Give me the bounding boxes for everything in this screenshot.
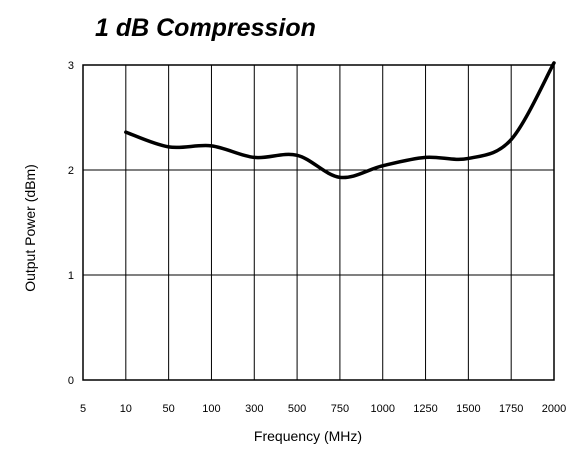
x-tick-label: 300 [245, 403, 263, 415]
x-tick-label: 500 [288, 403, 306, 415]
chart-title: 1 dB Compression [95, 14, 316, 42]
series-line [124, 61, 556, 180]
x-tick-label: 50 [163, 403, 175, 415]
y-tick-label: 2 [68, 165, 74, 177]
x-tick-label: 1750 [499, 403, 523, 415]
x-tick-label: 100 [202, 403, 220, 415]
plot-frame [82, 64, 555, 381]
y-axis-label: Output Power (dBm) [22, 164, 38, 292]
x-tick-label: 10 [120, 403, 132, 415]
grid-layer [82, 64, 555, 381]
series-layer [124, 61, 556, 180]
x-tick-label: 5 [80, 403, 86, 415]
x-tick-label: 750 [331, 403, 349, 415]
y-tick-label: 3 [68, 60, 74, 72]
y-tick-label: 0 [68, 375, 74, 387]
x-tick-label: 2000 [542, 403, 566, 415]
x-axis-label: Frequency (MHz) [254, 428, 362, 444]
x-tick-label: 1250 [413, 403, 437, 415]
y-tick-label: 1 [68, 270, 74, 282]
x-tick-label: 1000 [370, 403, 394, 415]
x-tick-label: 1500 [456, 403, 480, 415]
ticks-layer: 5 10 50 100 300 500 750 1000 1250 1500 1750 2000321… [68, 60, 566, 415]
